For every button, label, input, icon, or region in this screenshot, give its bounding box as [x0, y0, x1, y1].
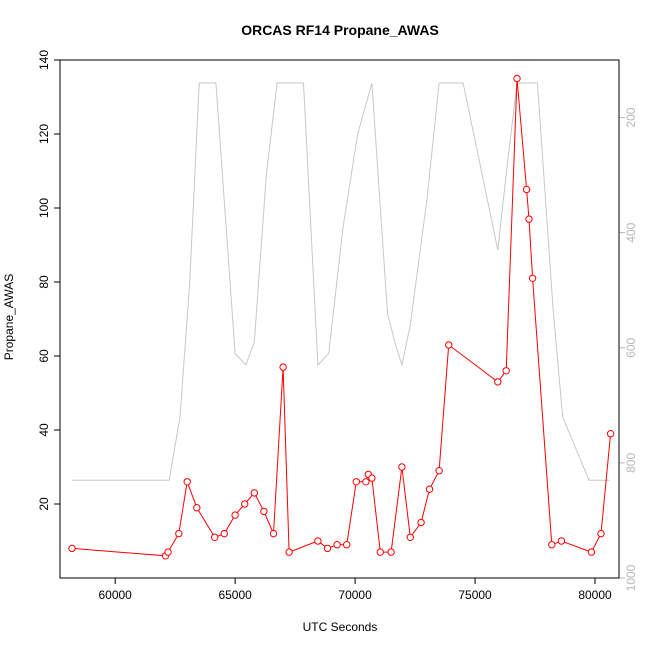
data-point: [398, 463, 406, 471]
data-point: [250, 489, 259, 497]
x-tick-label: 70000: [338, 588, 372, 602]
data-point: [435, 467, 443, 475]
x-tick-label: 60000: [98, 588, 132, 602]
y-tick-label: 40: [37, 423, 51, 437]
data-point: [606, 430, 615, 438]
data-point: [557, 537, 566, 545]
data-point: [362, 478, 370, 486]
data-point: [525, 215, 533, 223]
chart-title: ORCAS RF14 Propane_AWAS: [241, 22, 439, 38]
data-point: [548, 541, 556, 549]
data-point: [183, 478, 191, 486]
data-point: [352, 478, 360, 486]
data-point: [241, 500, 249, 508]
right-tick-label: 200: [624, 107, 638, 127]
data-point: [260, 507, 268, 516]
right-tick-label: 1000: [624, 564, 638, 591]
main-series-layer: [68, 74, 615, 560]
data-point: [376, 548, 384, 556]
data-point: [528, 274, 537, 282]
y-tick-label: 60: [37, 349, 51, 363]
data-point: [193, 504, 201, 512]
data-point: [220, 529, 229, 538]
data-point: [494, 378, 502, 386]
data-point: [406, 533, 414, 541]
data-point: [164, 548, 172, 556]
data-point: [502, 367, 510, 375]
y-tick-label: 20: [37, 497, 51, 511]
y-tick-label: 120: [37, 124, 51, 144]
data-point: [522, 185, 531, 194]
data-point: [425, 485, 434, 493]
plot-frame: [59, 59, 620, 579]
data-point: [368, 474, 376, 482]
data-point: [513, 74, 521, 83]
data-point: [175, 529, 183, 538]
data-point: [231, 511, 239, 519]
data-point: [314, 537, 322, 545]
right-tick-label: 600: [624, 337, 638, 357]
x-axis-label: UTC Seconds: [303, 620, 378, 634]
data-point: [269, 529, 278, 538]
y-tick-label: 140: [37, 50, 51, 70]
data-point: [587, 548, 596, 556]
data-point: [343, 541, 351, 549]
data-point: [279, 363, 287, 371]
right-tick-label: 400: [624, 222, 638, 242]
axes-layer: 60000 65000 70000 75000 80000 20 40 60 80 100 120 1…: [37, 50, 638, 602]
data-point: [333, 541, 341, 549]
data-point: [387, 548, 395, 556]
x-tick-label: 80000: [578, 588, 612, 602]
data-point: [417, 518, 425, 527]
data-point: [323, 544, 332, 553]
data-point: [445, 341, 453, 349]
x-tick-label: 75000: [458, 588, 492, 602]
y-tick-label: 100: [37, 198, 51, 218]
series-line: [71, 78, 612, 557]
secondary-series-line: [72, 82, 610, 481]
secondary-series-layer: [72, 82, 610, 481]
data-point: [285, 548, 293, 556]
y-axis-label: Propane_AWAS: [2, 274, 16, 361]
data-point: [68, 544, 76, 553]
data-point: [597, 529, 605, 538]
x-tick-label: 65000: [218, 588, 252, 602]
data-point: [211, 533, 219, 541]
y-tick-label: 80: [37, 275, 51, 289]
right-tick-label: 800: [624, 453, 638, 473]
